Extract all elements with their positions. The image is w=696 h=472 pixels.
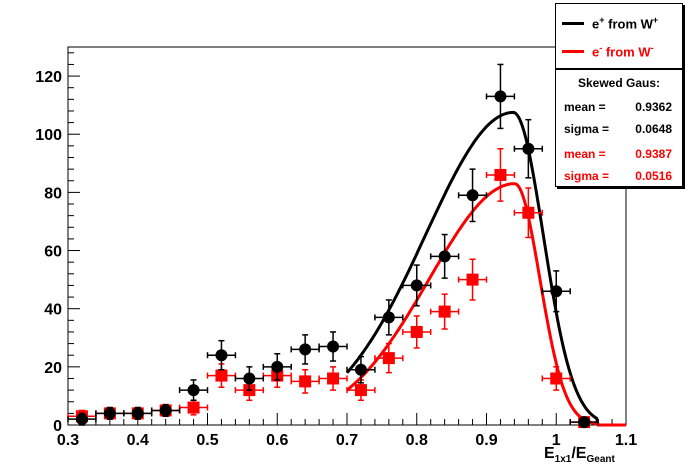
marker-circle [159, 404, 172, 417]
point-positron [234, 366, 265, 391]
stats-value: 0.0516 [635, 169, 672, 183]
point-positron [178, 379, 209, 402]
marker-square [494, 168, 507, 181]
x-tick-label: 0.4 [127, 432, 149, 449]
marker-square [382, 352, 395, 365]
x-axis-title: E1x1/EGeant [544, 445, 615, 465]
legend-entry-positron: e+ from W+ [562, 12, 658, 34]
point-positron [206, 339, 237, 371]
y-tick-label: 120 [35, 69, 62, 86]
marker-square [215, 369, 228, 382]
point-electron [541, 366, 571, 391]
marker-circle [327, 340, 340, 353]
point-positron [290, 334, 320, 365]
y-tick-label: 60 [44, 244, 62, 261]
marker-circle [410, 279, 423, 292]
point-positron [402, 264, 432, 307]
legend-label-positron: e+ from W+ [592, 14, 659, 32]
y-tick-label: 0 [53, 418, 62, 435]
marker-circle [271, 360, 284, 373]
marker-circle [354, 363, 367, 376]
legend-line-red [562, 49, 584, 53]
point-electron [485, 148, 516, 202]
marker-circle [131, 407, 144, 420]
x-tick-label: 0.7 [336, 432, 358, 449]
stats-value: 0.9362 [635, 100, 672, 114]
marker-circle [466, 189, 479, 202]
marker-circle [103, 407, 116, 420]
marker-circle [494, 90, 507, 103]
y-tick-label: 40 [44, 302, 62, 319]
legend-line-black [562, 21, 584, 25]
point-electron [402, 315, 432, 349]
y-tick-label: 20 [44, 360, 62, 377]
x-tick-label: 0.5 [196, 432, 218, 449]
stats-key: sigma = [564, 122, 610, 136]
point-electron [178, 399, 209, 416]
stats-title: Skewed Gaus: [577, 76, 661, 90]
point-positron [485, 63, 516, 130]
marker-square [327, 372, 340, 385]
legend: e+ from W+ e- from W- [555, 3, 683, 69]
stats-key: mean = [564, 147, 606, 161]
marker-circle [438, 250, 451, 263]
marker-circle [187, 384, 200, 397]
y-tick-label: 80 [44, 185, 62, 202]
y-tick-label: 100 [35, 127, 62, 144]
point-positron [513, 118, 544, 179]
marker-circle [243, 372, 256, 385]
marker-circle [299, 343, 312, 356]
point-positron [541, 270, 571, 313]
point-positron [457, 168, 488, 223]
point-electron [318, 366, 348, 391]
point-positron [150, 403, 181, 418]
point-positron [374, 299, 404, 336]
stats-key: mean = [564, 100, 606, 114]
marker-square [299, 375, 312, 388]
x-tick-label: 0.9 [475, 432, 497, 449]
x-tick-label: 0.8 [406, 432, 428, 449]
point-electron [290, 369, 320, 394]
marker-square [550, 372, 563, 385]
stats-key: sigma = [564, 169, 610, 183]
marker-circle [215, 349, 228, 362]
x-tick-label: 1.1 [615, 432, 637, 449]
point-electron [513, 187, 544, 239]
marker-circle [75, 413, 88, 426]
legend-label-electron: e- from W- [592, 42, 654, 60]
point-electron [374, 342, 404, 374]
marker-circle [522, 142, 535, 155]
fit-stats-box: Skewed Gaus: mean = 0.9362 sigma = 0.064… [555, 69, 683, 187]
marker-circle [382, 311, 395, 324]
point-positron [569, 416, 599, 429]
x-tick-label: 1 [552, 432, 561, 449]
point-positron [429, 233, 460, 279]
x-tick-label: 0.3 [57, 432, 79, 449]
marker-square [522, 206, 535, 219]
stats-value: 0.0648 [635, 122, 672, 136]
marker-circle [578, 416, 591, 429]
fit-curve-positron [345, 110, 626, 427]
stats-value: 0.9387 [635, 147, 672, 161]
marker-square [438, 305, 451, 318]
marker-square [410, 325, 423, 338]
marker-square [466, 273, 479, 286]
axes: 0.3 0.4 0.5 0.6 0.7 0.8 0.9 1 1.1 0 20 40 60 80 100 120 [35, 52, 637, 449]
point-positron [262, 353, 292, 381]
marker-circle [550, 285, 563, 298]
point-electron [429, 293, 460, 330]
point-positron [123, 406, 153, 420]
point-positron [95, 406, 125, 420]
x-tick-label: 0.6 [266, 432, 288, 449]
legend-entry-electron: e- from W- [562, 40, 654, 62]
point-positron [346, 355, 376, 384]
point-positron [318, 331, 348, 362]
point-positron [67, 412, 97, 426]
data-points [67, 63, 599, 429]
marker-square [354, 384, 367, 397]
marker-square [187, 401, 200, 414]
point-electron [457, 258, 488, 301]
